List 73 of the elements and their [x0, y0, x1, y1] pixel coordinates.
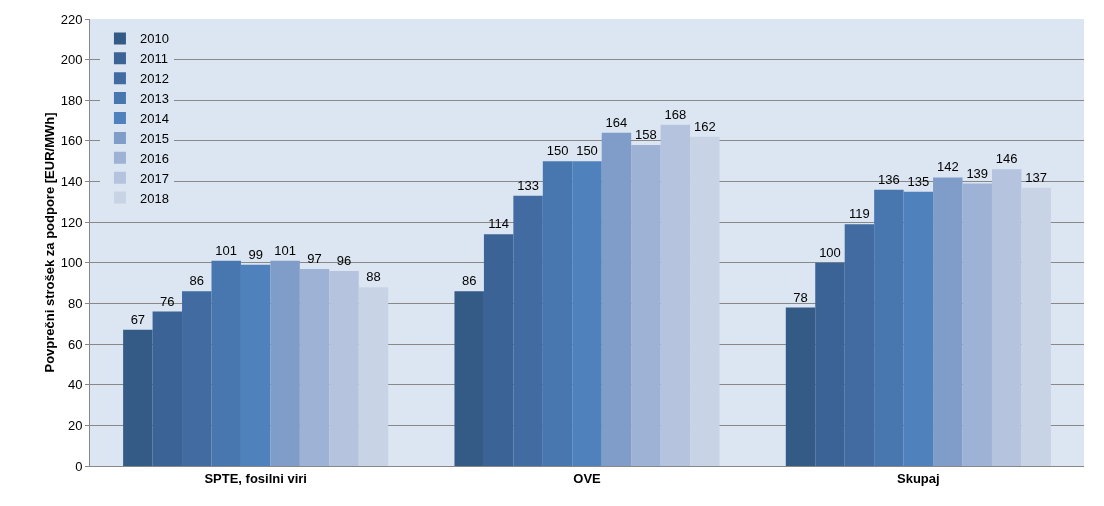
y-tick-label: 100 [60, 255, 83, 271]
bar [785, 307, 816, 466]
data-label: 97 [307, 250, 322, 266]
bar [874, 189, 904, 466]
x-tick-label: OVE [573, 470, 602, 486]
data-label: 158 [635, 126, 657, 142]
data-label: 100 [819, 244, 841, 260]
data-label: 146 [995, 151, 1018, 167]
data-label: 119 [849, 206, 870, 222]
data-label: 78 [793, 289, 808, 305]
data-label: 162 [693, 118, 716, 134]
data-label: 168 [664, 106, 687, 122]
data-label: 142 [936, 159, 959, 175]
data-label: 88 [366, 269, 381, 285]
y-axis-title: Povprečni strošek za podpore [EUR/MWh] [42, 112, 57, 373]
bar [933, 177, 963, 466]
y-tick-label: 120 [60, 214, 83, 230]
y-tick-label: 40 [67, 377, 83, 393]
bar [903, 191, 934, 466]
bar [601, 132, 632, 466]
data-label: 135 [907, 173, 930, 189]
data-label: 136 [878, 171, 900, 187]
bar [358, 287, 389, 466]
data-label: 150 [576, 143, 598, 159]
y-tick-label: 20 [67, 417, 83, 433]
bar [299, 268, 330, 466]
legend-label: 2011 [139, 51, 168, 67]
data-label: 137 [1025, 169, 1047, 185]
y-tick-label: 80 [67, 296, 83, 311]
legend-label: 2014 [139, 111, 169, 127]
legend-label: 2017 [139, 170, 169, 186]
bar [1021, 187, 1051, 466]
bar [240, 264, 271, 466]
y-tick-label: 220 [60, 11, 83, 27]
data-label: 76 [160, 293, 175, 309]
bar [660, 124, 691, 466]
data-label: 86 [461, 273, 477, 289]
bar [454, 291, 484, 466]
data-label: 96 [336, 252, 352, 268]
data-label: 86 [189, 273, 204, 289]
y-tick-label: 200 [60, 52, 83, 68]
data-label: 101 [274, 242, 296, 258]
x-tick-label: Skupaj [897, 470, 940, 486]
bar [211, 260, 241, 466]
legend-label: 2015 [139, 130, 169, 146]
legend-label: 2012 [139, 71, 169, 87]
bar [123, 329, 153, 466]
bar [631, 144, 661, 466]
bar [962, 183, 992, 466]
bar [991, 169, 1022, 466]
data-label: 101 [215, 242, 238, 258]
y-tick-label: 60 [67, 336, 83, 352]
x-tick-label: SPTE, fosilni viri [204, 470, 307, 486]
data-label: 139 [966, 165, 989, 181]
bar [329, 270, 359, 466]
y-tick-label: 160 [60, 133, 83, 149]
data-label: 164 [605, 114, 628, 130]
legend-label: 2013 [139, 91, 169, 107]
data-label: 114 [488, 216, 510, 232]
legend-label: 2016 [139, 150, 169, 166]
bar [572, 161, 602, 466]
data-label: 150 [546, 143, 569, 159]
data-label: 133 [517, 177, 539, 193]
y-tick-label: 180 [60, 92, 83, 108]
bar [270, 260, 300, 466]
legend-label: 2018 [139, 190, 169, 206]
y-tick-label: 140 [60, 174, 83, 190]
bar [542, 161, 573, 466]
data-label: 67 [130, 311, 146, 327]
legend-label: 2010 [139, 31, 169, 47]
y-tick-label: 0 [75, 458, 83, 474]
bar [690, 136, 720, 466]
data-label: 99 [248, 246, 263, 262]
